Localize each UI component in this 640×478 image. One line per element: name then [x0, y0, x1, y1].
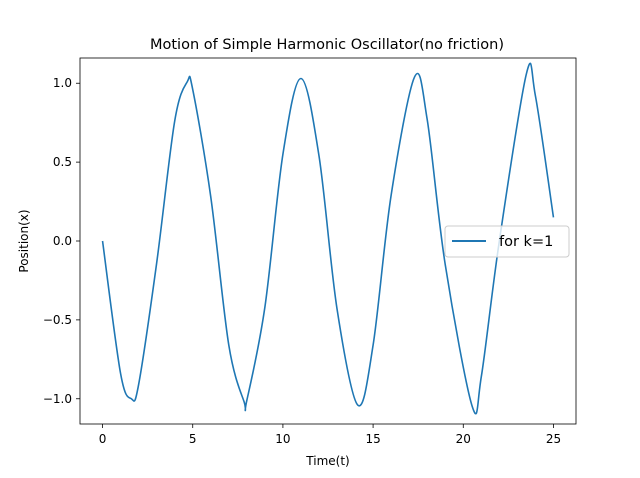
y-tick-label: 0.0 — [53, 234, 72, 248]
y-tick-label: −1.0 — [43, 392, 72, 406]
x-tick-label: 25 — [546, 432, 561, 446]
series-layer — [101, 62, 555, 415]
chart-title: Motion of Simple Harmonic Oscillator(no … — [150, 37, 504, 53]
y-tick-label: 1.0 — [53, 76, 72, 90]
series-line-for-k-1 — [101, 62, 555, 415]
x-tick-label: 5 — [189, 432, 197, 446]
x-axis-label: Time(t) — [305, 454, 349, 468]
y-tick-label: −0.5 — [43, 313, 72, 327]
y-axis-ticks: −1.0 −0.5 0.0 0.5 1.0 — [43, 76, 80, 406]
legend-box — [444, 225, 570, 258]
x-tick-label: 10 — [275, 432, 290, 446]
y-tick-label: 0.5 — [53, 155, 72, 169]
legend-label: for k=1 — [499, 234, 553, 250]
x-tick-label: 15 — [365, 432, 380, 446]
y-axis-label: Position(x) — [17, 209, 31, 272]
x-tick-label: 0 — [99, 432, 107, 446]
legend: for k=1 — [444, 225, 570, 258]
x-tick-label: 20 — [456, 432, 471, 446]
x-axis-ticks: 0 5 10 15 20 25 — [99, 424, 561, 446]
